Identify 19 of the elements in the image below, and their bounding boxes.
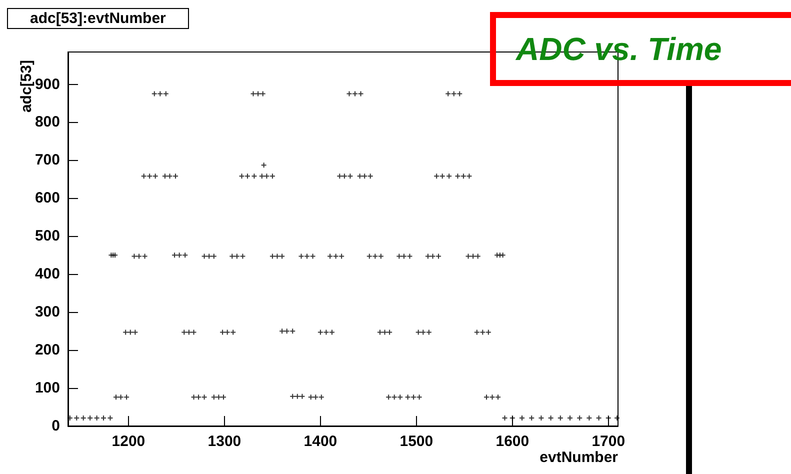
x-tick-label: 1200: [112, 433, 146, 450]
x-tick-label: 1300: [208, 433, 242, 450]
chart-title: adc[53]:evtNumber: [7, 8, 189, 29]
y-tick-label: 300: [34, 304, 60, 321]
y-tick-label: 700: [34, 152, 60, 169]
y-tick-label: 900: [34, 76, 60, 93]
y-tick-label: 800: [34, 114, 60, 131]
y-tick-label: 400: [34, 266, 60, 283]
x-tick-label: 1500: [400, 433, 434, 450]
y-axis-title: adc[53]: [18, 60, 35, 113]
y-tick-label: 100: [34, 380, 60, 397]
x-tick-label: 1600: [496, 433, 530, 450]
x-axis-title: evtNumber: [540, 449, 618, 466]
y-tick-label: 0: [52, 418, 60, 434]
x-tick-label: 1700: [592, 433, 626, 450]
y-tick-label: 200: [34, 342, 60, 359]
x-tick-label: 1400: [304, 433, 338, 450]
y-tick-label: 600: [34, 190, 60, 207]
y-tick-label: 500: [34, 228, 60, 245]
